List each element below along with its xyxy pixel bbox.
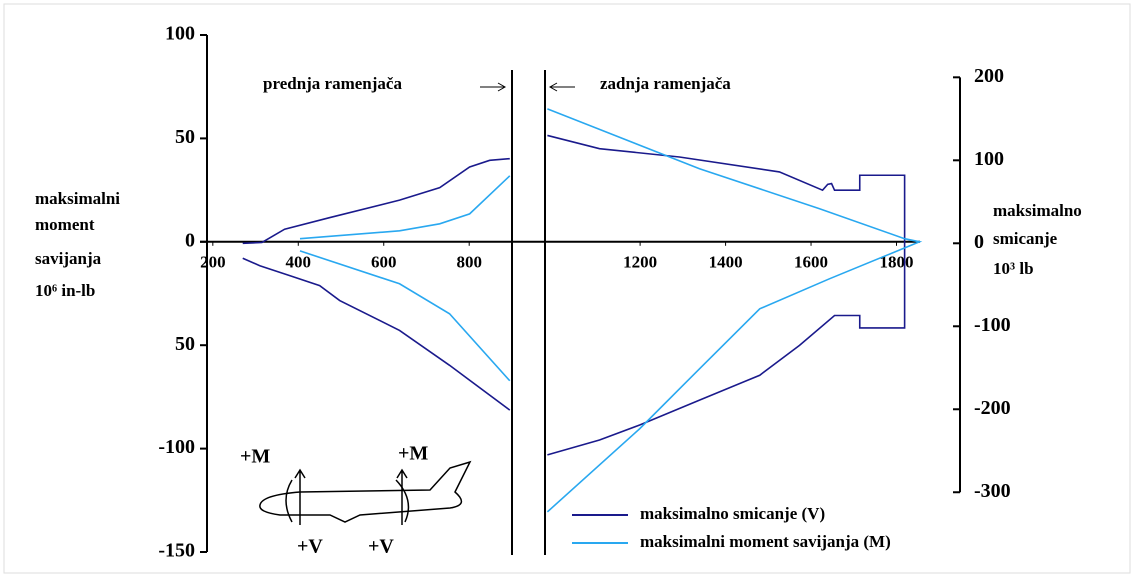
x-tick-label: 1600: [794, 253, 828, 272]
shear-arrow: [295, 470, 305, 525]
y-label: maksimalni moment savijanja 10⁶ in-lb: [35, 189, 120, 300]
airplane-diagram: [260, 462, 470, 525]
y-tick-label: 0: [185, 229, 195, 251]
y2-tick-label: 200: [974, 65, 1004, 87]
y-tick-label: 100: [165, 23, 195, 45]
fuselage: [260, 462, 470, 522]
x-tick-label: 800: [456, 253, 482, 272]
y2-label: maksimalno smicanje 10³ lb: [993, 201, 1082, 278]
y-label-line: moment: [35, 215, 95, 234]
frame: [4, 4, 1130, 573]
rear-spar-label: zadnja ramenjača: [600, 74, 731, 93]
y2-tick-label: -100: [974, 314, 1011, 336]
legend-label: maksimalno smicanje (V): [640, 504, 825, 523]
chart: prednja ramenjača zadnja ramenjača maksi…: [0, 0, 1135, 577]
series-line: [300, 109, 920, 512]
y2-tick-label: 0: [974, 231, 984, 253]
arrow: [550, 83, 575, 91]
y2-label-line: 10³ lb: [993, 259, 1034, 278]
arrow: [480, 83, 505, 91]
x-tick-label: 1400: [709, 253, 743, 272]
y-label-line: 10⁶ in-lb: [35, 281, 95, 300]
y2-tick-label: -200: [974, 397, 1011, 419]
front-spar-label: prednja ramenjača: [263, 74, 402, 93]
y-tick-label: -100: [158, 436, 195, 458]
y-label-line: maksimalni: [35, 189, 120, 208]
x-tick-label: 200: [200, 253, 226, 272]
diagram-label: +M: [398, 443, 428, 465]
series-line: [243, 135, 905, 454]
y-label-line: savijanja: [35, 249, 102, 268]
y2-tick-label: -300: [974, 480, 1011, 502]
x-tick-label: 1200: [623, 253, 657, 272]
legend-label: maksimalni moment savijanja (M): [640, 532, 891, 551]
y2-label-line: smicanje: [993, 229, 1058, 248]
y-tick-label: 50: [175, 333, 195, 355]
y-tick-label: 50: [175, 126, 195, 148]
diagram-label: +M: [240, 446, 270, 468]
diagram-label: +V: [297, 536, 323, 558]
shear-arrow: [397, 470, 407, 525]
y2-label-line: maksimalno: [993, 201, 1082, 220]
y-tick-label: -150: [158, 540, 195, 562]
y2-tick-label: 100: [974, 148, 1004, 170]
x-tick-label: 400: [286, 253, 312, 272]
diagram-label: +V: [368, 536, 394, 558]
x-tick-label: 600: [371, 253, 397, 272]
